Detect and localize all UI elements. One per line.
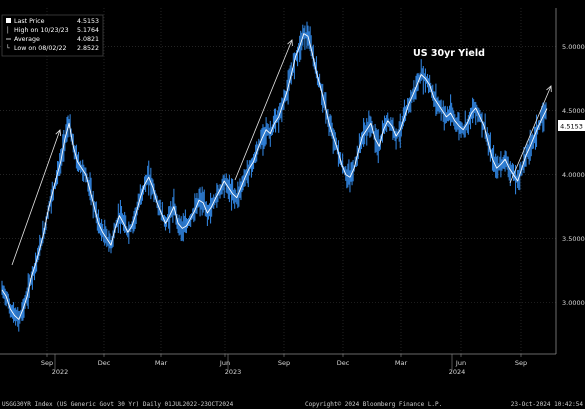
footer-timestamp: 23-Oct-2024 10:42:54 xyxy=(511,401,584,408)
series-line xyxy=(1,33,548,320)
x-tick-label: Mar xyxy=(395,359,408,367)
trend-arrow-line xyxy=(11,129,61,266)
last-price-tag-text: 4.5153 xyxy=(560,123,583,131)
last-price-swatch-icon xyxy=(6,18,11,23)
y-tick-label: 4.5000 xyxy=(562,107,585,115)
legend-label: Average xyxy=(14,36,40,43)
year-label: 2023 xyxy=(225,368,242,376)
arrowhead-icon xyxy=(287,39,293,47)
x-tick-label: Dec xyxy=(98,359,111,367)
y-tick-label: 5.0000 xyxy=(562,43,585,51)
high-marker-icon: │ xyxy=(6,26,10,34)
price-bars xyxy=(1,21,547,332)
x-tick-label: Sep xyxy=(278,359,290,367)
arrowhead-icon xyxy=(55,129,62,137)
legend-item-low: └ Low on 08/02/22 2.8522 xyxy=(6,44,99,52)
legend-value: 4.0821 xyxy=(77,36,99,43)
x-tick-label: Mar xyxy=(155,359,168,367)
trend-arrow-line xyxy=(509,85,552,184)
y-tick-label: 3.0000 xyxy=(562,299,585,307)
last-price-tag: 4.5153 xyxy=(558,120,585,131)
legend: Last Price 4.5153 │ High on 10/23/23 5.1… xyxy=(1,14,104,57)
legend-label: Low on 08/02/22 xyxy=(14,45,67,52)
year-label: 2022 xyxy=(52,368,69,376)
legend-value: 5.1764 xyxy=(77,27,99,34)
legend-value: 2.8522 xyxy=(77,45,99,52)
chart-title: US 30yr Yield xyxy=(413,48,485,59)
x-tick-label: Dec xyxy=(337,359,350,367)
y-tick-label: 3.5000 xyxy=(562,235,585,243)
legend-item-high: │ High on 10/23/23 5.1764 xyxy=(6,26,99,34)
legend-label: High on 10/23/23 xyxy=(14,27,69,34)
legend-item-average: Average 4.0821 xyxy=(6,36,99,43)
chart-grid xyxy=(0,8,556,354)
x-tick-label: Jun xyxy=(455,359,466,367)
legend-item-last-price: Last Price 4.5153 xyxy=(6,18,99,25)
arrowhead-icon xyxy=(546,85,552,93)
legend-value: 4.5153 xyxy=(77,18,99,25)
footer-index-description: USGG30YR Index (US Generic Govt 30 Yr) D… xyxy=(2,401,234,408)
year-label: 2024 xyxy=(449,368,466,376)
x-tick-label: Sep xyxy=(515,359,527,367)
low-marker-icon: └ xyxy=(6,44,10,52)
x-tick-label: Jun xyxy=(219,359,230,367)
y-tick-label: 4.0000 xyxy=(562,171,585,179)
y-axis-ticks: 3.0000 3.5000 4.0000 4.5000 5.0000 xyxy=(562,43,585,307)
footer-copyright: Copyright© 2024 Bloomberg Finance L.P. xyxy=(305,401,442,408)
trend-arrow-line xyxy=(234,39,293,181)
x-tick-label: Sep xyxy=(41,359,53,367)
legend-label: Last Price xyxy=(14,18,45,25)
trend-arrows xyxy=(11,39,552,266)
